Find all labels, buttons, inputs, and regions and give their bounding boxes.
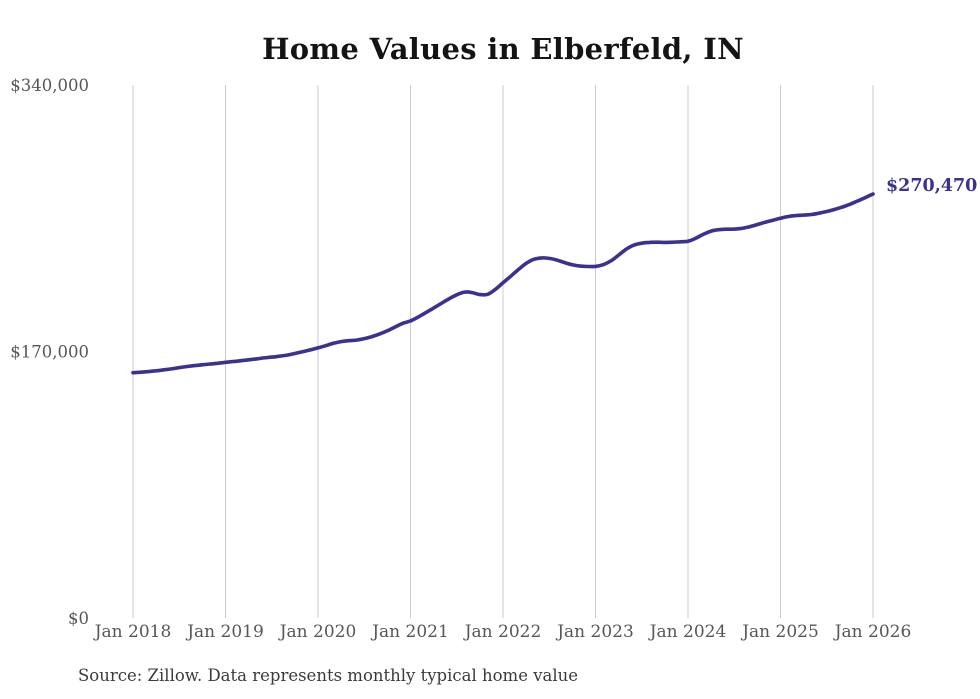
x-tick-label: Jan 2025 bbox=[740, 622, 819, 642]
y-tick-label: $170,000 bbox=[10, 343, 89, 362]
latest-value-label: $270,470 bbox=[886, 176, 978, 196]
x-tick-label: Jan 2020 bbox=[278, 622, 357, 642]
x-tick-label: Jan 2024 bbox=[648, 622, 727, 642]
y-tick-label: $0 bbox=[68, 609, 89, 628]
x-tick-label: Jan 2021 bbox=[370, 622, 449, 642]
y-tick-label: $340,000 bbox=[10, 76, 89, 95]
x-tick-label: Jan 2026 bbox=[833, 622, 912, 642]
x-tick-label: Jan 2022 bbox=[463, 622, 542, 642]
x-tick-label: Jan 2018 bbox=[93, 622, 172, 642]
source-note: Source: Zillow. Data represents monthly … bbox=[78, 666, 579, 685]
chart-title: Home Values in Elberfeld, IN bbox=[262, 32, 744, 66]
x-tick-label: Jan 2023 bbox=[555, 622, 634, 642]
x-tick-label: Jan 2019 bbox=[185, 622, 264, 642]
home-value-series-line bbox=[131, 192, 875, 375]
